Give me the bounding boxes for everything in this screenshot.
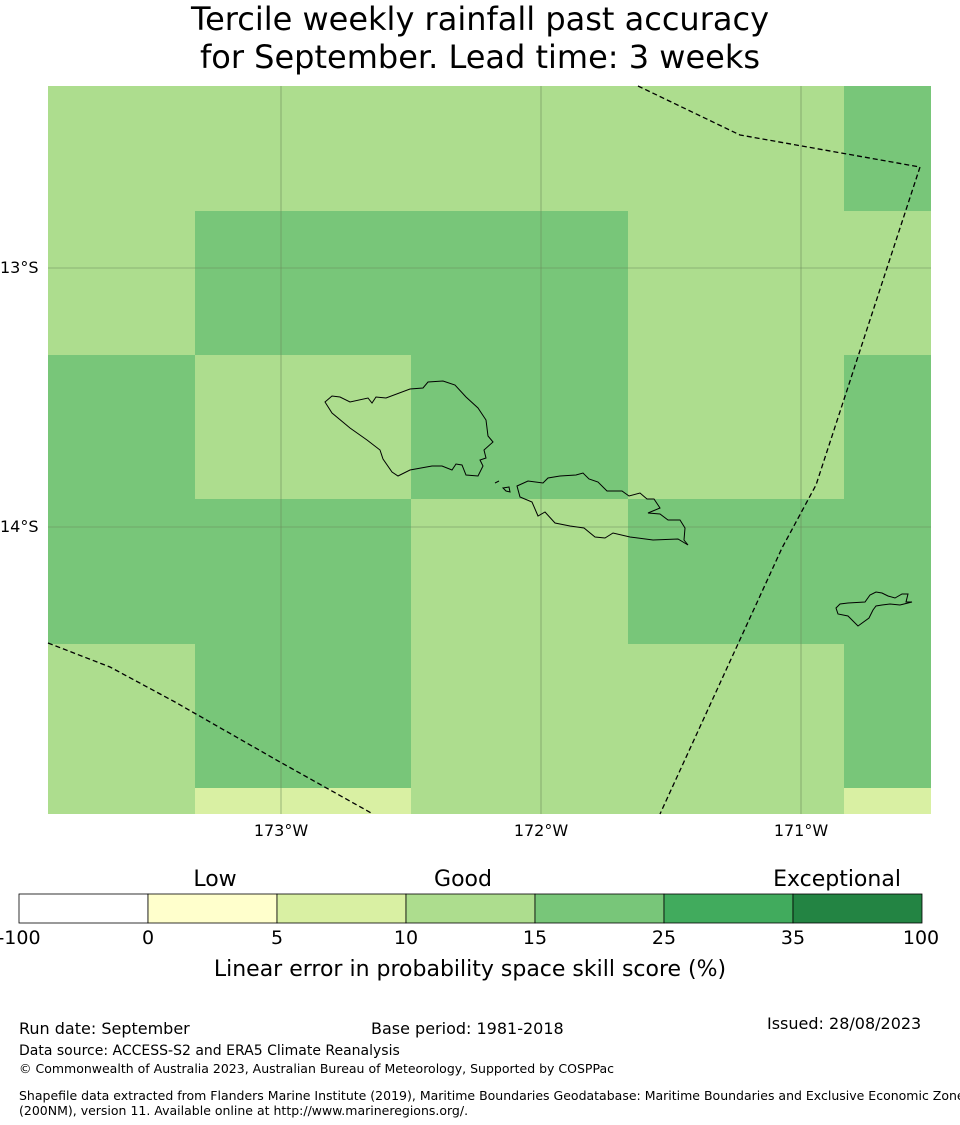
run-date: Run date: September [19, 1019, 190, 1038]
skill-cell [844, 644, 931, 814]
lat-label-13s: 13°S [0, 258, 39, 277]
apolima-islet [494, 480, 500, 484]
skill-cell [844, 499, 931, 644]
colorbar-category-good: Good [434, 867, 492, 892]
colorbar-tick: 25 [651, 927, 677, 949]
colorbar-category-low: Low [193, 867, 237, 892]
base-period: Base period: 1981-2018 [371, 1019, 564, 1038]
skill-cell [48, 355, 195, 499]
skill-cell [195, 355, 411, 499]
colorbar-tick: 0 [141, 927, 155, 949]
colorbar-tick: 5 [270, 927, 284, 949]
title-line-1: Tercile weekly rainfall past accuracy [190, 0, 769, 38]
lon-label-172w: 172°W [513, 821, 569, 840]
eez-boundary-southwest [47, 642, 374, 815]
map-title: Tercile weekly rainfall past accuracy fo… [0, 0, 960, 76]
colorbar [18, 893, 923, 924]
skill-cell [195, 211, 411, 355]
issued-date: Issued: 28/08/2023 [767, 1014, 922, 1033]
skill-cell [195, 788, 411, 814]
colorbar-segment [276, 893, 407, 924]
skill-cell [195, 644, 411, 814]
colorbar-segment [405, 893, 536, 924]
lon-label-171w: 171°W [773, 821, 829, 840]
colorbar-tick: 10 [393, 927, 419, 949]
colorbar-category-exceptional: Exceptional [773, 867, 901, 892]
lat-label-14s: 14°S [0, 517, 39, 536]
colorbar-tick: 35 [780, 927, 806, 949]
coastlines [324, 380, 913, 627]
skill-cell [195, 86, 411, 211]
shapefile-credit-1: Shapefile data extracted from Flanders M… [19, 1088, 960, 1103]
skill-cell [628, 86, 844, 211]
skill-cell [48, 211, 195, 355]
skill-cell [628, 644, 844, 814]
colorbar-segment [663, 893, 794, 924]
skill-cell [195, 499, 411, 644]
data-source: Data source: ACCESS-S2 and ERA5 Climate … [19, 1043, 400, 1059]
colorbar-tick: 15 [522, 927, 548, 949]
colorbar-segment [147, 893, 278, 924]
colorbar-label: Linear error in probability space skill … [213, 957, 727, 982]
colorbar-segment [18, 893, 149, 924]
title-line-2: for September. Lead time: 3 weeks [199, 38, 761, 76]
skill-cell [411, 355, 628, 499]
skill-cell [628, 355, 844, 499]
lon-label-173w: 173°W [253, 821, 309, 840]
skill-cell [844, 788, 931, 814]
graticule [48, 86, 931, 814]
tutuila-island [835, 591, 913, 627]
skill-grid [48, 86, 931, 814]
maritime-boundaries [47, 85, 921, 815]
colorbar-tick: -100 [0, 927, 41, 949]
colorbar-tick: 100 [902, 927, 940, 949]
copyright: © Commonwealth of Australia 2023, Austra… [19, 1061, 614, 1076]
savaii-island [324, 380, 494, 477]
manono-islet [501, 486, 511, 493]
colorbar-segment [792, 893, 923, 924]
upolu-island [516, 472, 689, 546]
skill-cell [628, 211, 844, 355]
skill-cell [411, 644, 628, 814]
skill-cell [844, 355, 931, 499]
skill-cell [411, 499, 628, 644]
skill-cell [628, 499, 844, 644]
shapefile-credit-2: (200NM), version 11. Available online at… [19, 1103, 469, 1118]
skill-cell [844, 211, 931, 355]
skill-cell [48, 499, 195, 644]
skill-cell [48, 644, 195, 814]
skill-cell [844, 86, 931, 211]
colorbar-segment [534, 893, 665, 924]
skill-cell [411, 86, 628, 211]
skill-cell [48, 86, 195, 211]
skill-cell [411, 211, 628, 355]
